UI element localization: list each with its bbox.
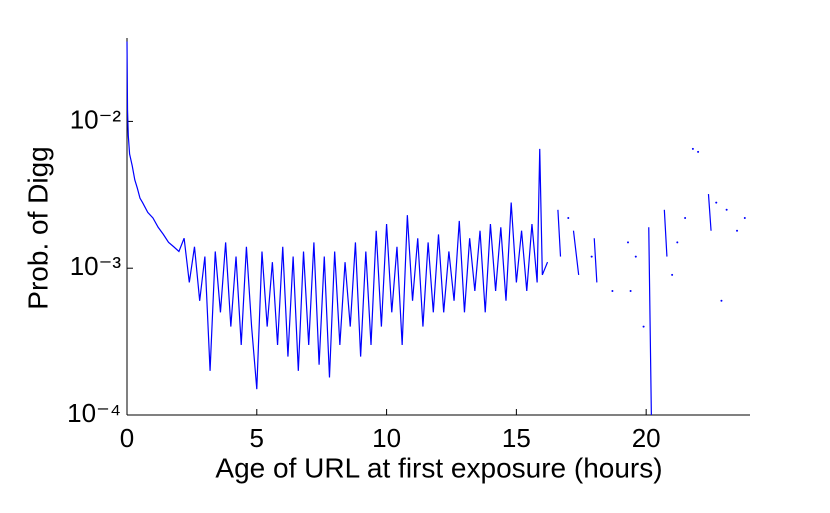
data-point bbox=[697, 150, 700, 153]
data-line bbox=[126, 41, 712, 416]
data-point bbox=[743, 216, 746, 219]
data-point bbox=[629, 289, 632, 292]
data-point bbox=[725, 208, 728, 211]
data-point bbox=[567, 216, 570, 219]
x-tick-label: 5 bbox=[250, 423, 264, 453]
data-point bbox=[691, 147, 694, 150]
x-axis-label: Age of URL at first exposure (hours) bbox=[215, 452, 662, 483]
data-point bbox=[715, 201, 718, 204]
data-point bbox=[684, 216, 687, 219]
data-point bbox=[671, 273, 674, 276]
y-tick-label: 10⁻³ bbox=[70, 251, 122, 281]
data-point bbox=[626, 241, 629, 244]
x-tick-label: 10 bbox=[372, 423, 401, 453]
y-tick-label: 10⁻⁴ bbox=[67, 398, 121, 428]
data-point bbox=[611, 289, 614, 292]
data-point bbox=[590, 255, 593, 258]
y-tick-label: 10⁻² bbox=[70, 104, 122, 134]
data-point bbox=[736, 229, 739, 232]
data-point bbox=[720, 299, 723, 302]
x-tick-label: 20 bbox=[632, 423, 661, 453]
data-point bbox=[642, 325, 645, 328]
x-tick-label: 0 bbox=[120, 423, 134, 453]
data-point bbox=[676, 241, 679, 244]
data-point bbox=[634, 255, 637, 258]
x-tick-label: 15 bbox=[502, 423, 531, 453]
y-axis-label: Prob. of Digg bbox=[22, 146, 53, 309]
